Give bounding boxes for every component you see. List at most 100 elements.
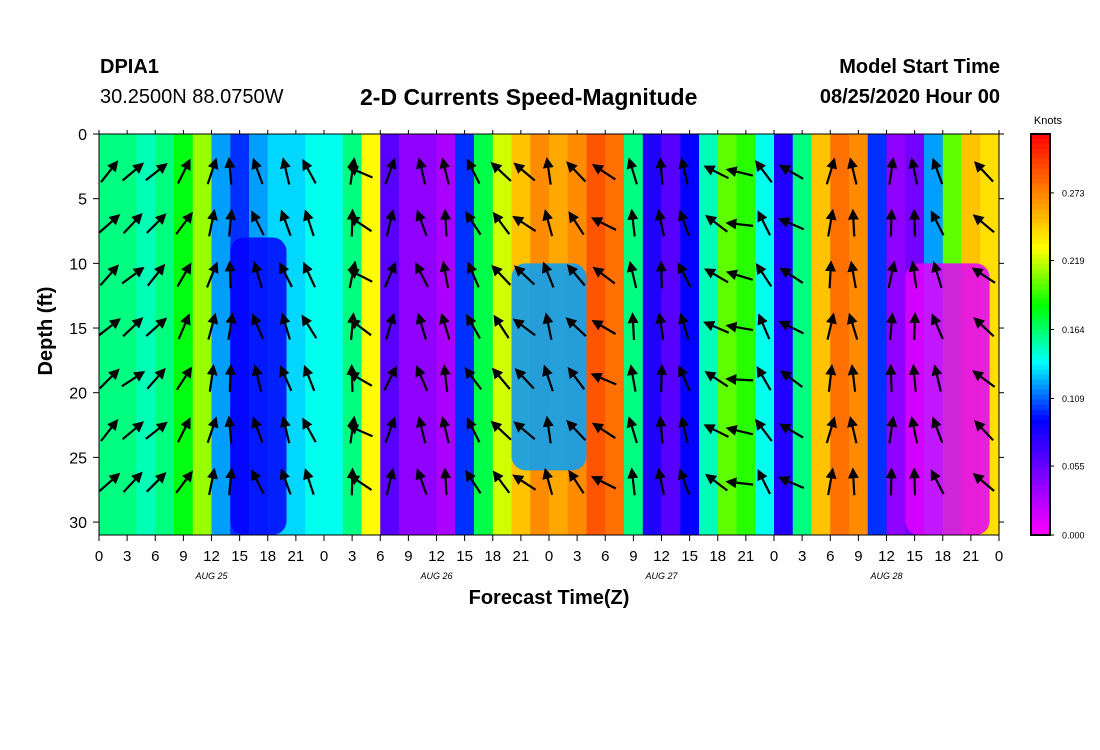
x-tick-label: 3 — [798, 548, 806, 565]
current-vector — [568, 211, 585, 236]
current-vector — [466, 417, 481, 443]
colorbar-band — [1031, 259, 1050, 265]
current-vector — [493, 314, 510, 339]
x-tick-label: 15 — [456, 548, 473, 565]
current-vector — [303, 468, 315, 496]
current-vector — [98, 213, 121, 234]
current-vector — [886, 260, 898, 289]
speed-column — [286, 134, 306, 535]
current-vector — [464, 367, 483, 391]
current-vector — [756, 365, 772, 391]
speed-column — [211, 134, 231, 535]
current-vector — [514, 368, 535, 390]
current-vector — [206, 157, 219, 185]
colorbar-band — [1031, 454, 1050, 461]
current-vector — [757, 210, 771, 236]
x-tick-label: 3 — [348, 548, 356, 565]
colorbar-band — [1031, 344, 1050, 351]
current-vector — [655, 415, 667, 444]
current-vector — [415, 365, 429, 392]
colorbar-band — [1031, 244, 1050, 250]
colorbar-band — [1031, 234, 1050, 240]
y-axis-label: Depth (ft) — [35, 287, 57, 376]
current-vector — [513, 265, 536, 286]
model-start-value: 08/25/2020 Hour 00 — [819, 86, 1000, 108]
x-tick-label: 0 — [320, 548, 328, 565]
y-tick-label: 20 — [69, 386, 87, 403]
current-vector — [885, 363, 897, 392]
colorbar-band — [1031, 369, 1050, 376]
speed-column — [492, 134, 513, 535]
colorbar-band — [1031, 204, 1050, 210]
x-tick-label: 6 — [601, 548, 609, 565]
x-tick-label: 0 — [995, 548, 1003, 565]
speed-anomaly — [905, 263, 990, 535]
colorbar-band — [1031, 514, 1050, 521]
current-vector — [908, 363, 920, 392]
colorbar-band — [1031, 279, 1050, 285]
current-vector — [847, 467, 859, 496]
speed-column — [380, 134, 400, 535]
current-vector — [757, 313, 771, 340]
current-vector — [655, 260, 667, 289]
colorbar-band — [1031, 394, 1050, 401]
current-vector — [251, 416, 264, 444]
colorbar-band — [1031, 144, 1050, 150]
current-vector — [847, 157, 858, 185]
colorbar-band — [1031, 174, 1050, 180]
colorbar-band — [1031, 169, 1050, 175]
speed-column — [117, 134, 138, 535]
speed-column — [774, 134, 794, 535]
current-vector — [909, 312, 921, 341]
current-vector — [490, 161, 512, 182]
current-vector — [886, 312, 898, 341]
current-vector — [725, 166, 754, 177]
x-tick-label: 9 — [179, 548, 187, 565]
speed-column — [886, 134, 906, 535]
current-vector — [439, 415, 451, 444]
speed-heatmap — [99, 134, 1000, 536]
colorbar-band — [1031, 524, 1050, 531]
colorbar-band — [1031, 464, 1050, 471]
current-vector — [725, 373, 754, 385]
current-vector — [778, 320, 804, 335]
current-vector — [847, 208, 859, 237]
colorbar-band — [1031, 479, 1050, 486]
current-vector — [590, 476, 617, 490]
current-vector — [655, 156, 667, 185]
speed-column — [792, 134, 813, 535]
current-vector — [279, 468, 292, 495]
current-vector — [207, 312, 219, 340]
current-vector — [972, 214, 995, 234]
x-day-label: AUG 28 — [869, 571, 902, 581]
speed-column — [699, 134, 719, 535]
current-vector — [825, 467, 837, 496]
current-vector — [384, 416, 397, 444]
current-vector — [931, 313, 944, 340]
model-start-label: Model Start Time — [839, 56, 1000, 78]
x-tick-label: 6 — [376, 548, 384, 565]
colorbar-band — [1031, 519, 1050, 526]
current-vector — [175, 211, 193, 235]
speed-column — [192, 134, 213, 535]
current-vector — [440, 208, 452, 237]
y-tick-label: 25 — [69, 450, 87, 467]
x-tick-label: 12 — [203, 548, 220, 565]
current-vector — [224, 363, 236, 392]
current-vector — [703, 165, 729, 180]
current-vector — [346, 165, 373, 179]
current-vector — [678, 209, 691, 237]
current-vector — [592, 266, 616, 285]
current-vector — [567, 366, 586, 391]
colorbar-band — [1031, 494, 1050, 501]
x-tick-label: 6 — [826, 548, 834, 565]
current-vector — [98, 472, 121, 493]
x-tick-label: 12 — [878, 548, 895, 565]
speed-column — [811, 134, 831, 535]
current-vector — [280, 415, 291, 444]
colorbar-band — [1031, 439, 1050, 446]
current-vector — [176, 262, 192, 288]
current-vector — [492, 211, 511, 235]
current-vector — [146, 213, 167, 234]
